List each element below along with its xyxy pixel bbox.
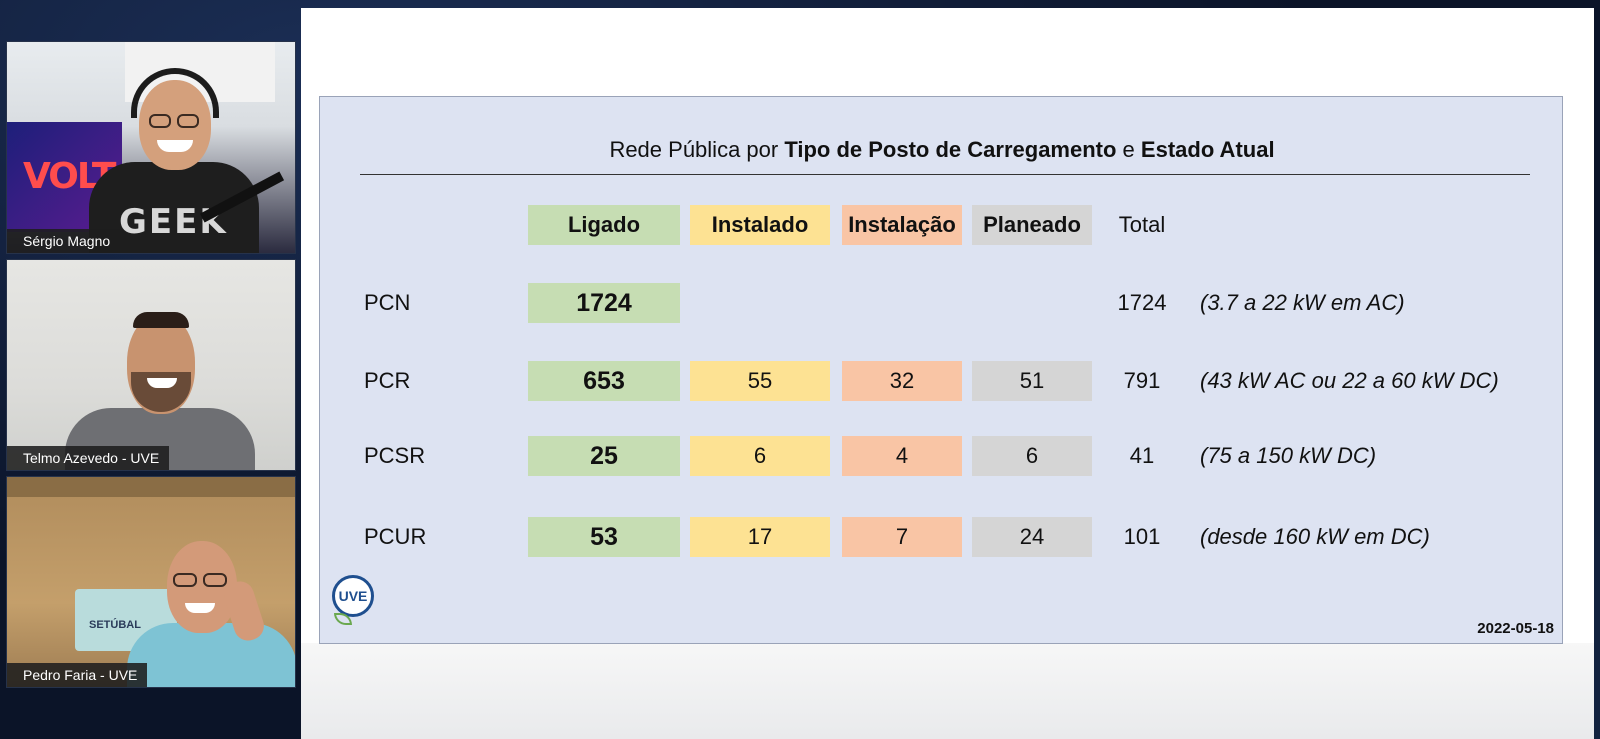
cell-pcr-instalacao: 32 xyxy=(842,361,962,401)
header-instalado: Instalado xyxy=(690,205,830,245)
row-label-pcur: PCUR xyxy=(364,524,427,549)
cell-pcr-instalado: 55 xyxy=(690,361,830,401)
participant-tile-1[interactable]: VOLT GEEK Sérgio Magno xyxy=(6,41,296,254)
cell-pcur-planeado: 24 xyxy=(972,517,1092,557)
participant-name-tag: Sérgio Magno xyxy=(7,229,121,253)
cell-pcur-note: (desde 160 kW em DC) xyxy=(1200,524,1430,549)
slide-content: Rede Pública por Tipo de Posto de Carreg… xyxy=(319,96,1563,644)
cell-pcur-instalado: 17 xyxy=(690,517,830,557)
row-label-pcn: PCN xyxy=(364,290,411,315)
header-planeado: Planeado xyxy=(972,205,1092,245)
cell-pcn-note: (3.7 a 22 kW em AC) xyxy=(1200,290,1405,315)
header-ligado: Ligado xyxy=(528,205,680,245)
cell-pcr-ligado: 653 xyxy=(528,361,680,401)
wall-frame xyxy=(7,477,295,497)
slide-footer-area xyxy=(301,643,1594,739)
header-instalacao: Instalação xyxy=(842,205,962,245)
cell-pcr-total: 791 xyxy=(1123,368,1161,393)
cell-pcsr-note: (75 a 150 kW DC) xyxy=(1200,443,1377,468)
cell-pcn-total: 1724 xyxy=(1117,290,1167,315)
cell-pcur-ligado: 53 xyxy=(528,517,680,557)
cell-pcsr-instalacao: 4 xyxy=(842,436,962,476)
cell-pcur-instalacao: 7 xyxy=(842,517,962,557)
cell-pcsr-planeado: 6 xyxy=(972,436,1092,476)
participant-tile-3[interactable]: SETÚBAL Pedro Faria - UVE xyxy=(6,476,296,688)
slide-date: 2022-05-18 xyxy=(1477,620,1554,637)
header-total: Total xyxy=(1118,212,1166,237)
slide-title: Rede Pública por Tipo de Posto de Carreg… xyxy=(609,137,1275,162)
shared-screen: Rede Pública por Tipo de Posto de Carreg… xyxy=(301,8,1594,739)
cell-pcsr-ligado: 25 xyxy=(528,436,680,476)
cell-pcr-note: (43 kW AC ou 22 a 60 kW DC) xyxy=(1200,368,1499,393)
cell-pcsr-instalado: 6 xyxy=(690,436,830,476)
participant-name-tag: Pedro Faria - UVE xyxy=(7,663,148,687)
participant-name-tag: Telmo Azevedo - UVE xyxy=(7,446,170,470)
cell-pcn-ligado: 1724 xyxy=(528,283,680,323)
cell-pcur-total: 101 xyxy=(1123,524,1161,549)
title-divider xyxy=(360,174,1530,175)
row-label-pcr: PCR xyxy=(364,368,411,393)
cell-pcsr-total: 41 xyxy=(1129,443,1155,468)
uve-logo: UVE xyxy=(332,575,374,617)
cell-pcr-planeado: 51 xyxy=(972,361,1092,401)
participant-tile-2[interactable]: Telmo Azevedo - UVE xyxy=(6,259,296,471)
row-label-pcsr: PCSR xyxy=(364,443,426,468)
